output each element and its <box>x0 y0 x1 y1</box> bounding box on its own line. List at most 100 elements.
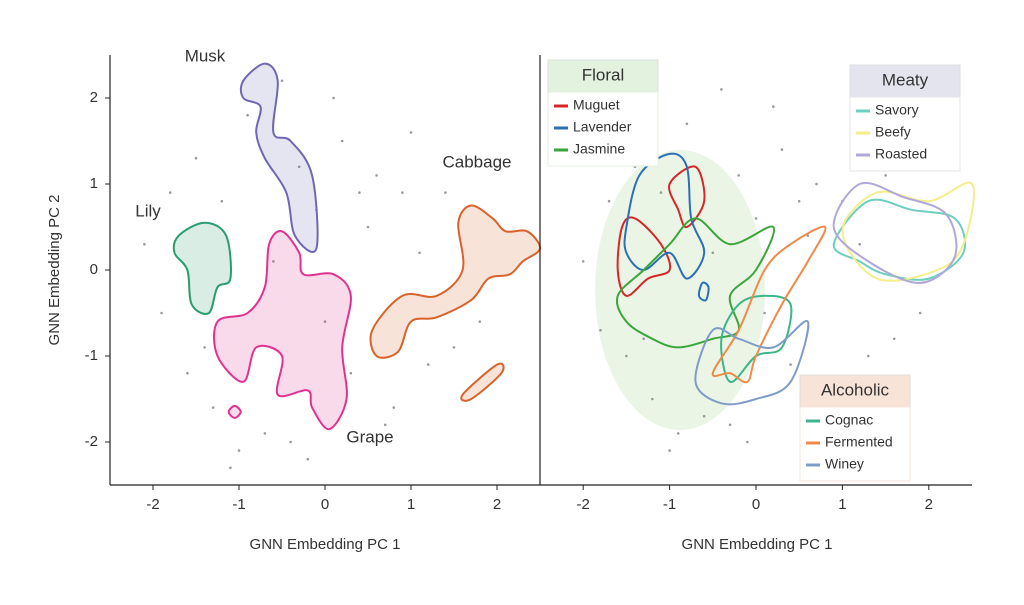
contour-region <box>213 230 352 431</box>
embedding-point <box>246 113 249 117</box>
embedding-point <box>220 199 224 203</box>
embedding-point <box>651 397 654 401</box>
embedding-point <box>418 251 421 255</box>
embedding-point <box>702 414 706 418</box>
embedding-point <box>858 242 861 246</box>
x-tick-label: 1 <box>407 496 415 513</box>
x-tick-label: -2 <box>146 496 159 513</box>
embedding-point <box>383 423 387 427</box>
embedding-point <box>581 260 585 263</box>
embedding-point <box>763 311 766 315</box>
embedding-point <box>815 182 818 186</box>
legend-title-bg <box>849 64 961 98</box>
embedding-point <box>780 148 784 151</box>
embedding-point <box>668 449 671 452</box>
embedding-point <box>358 191 361 194</box>
x-tick-label: 2 <box>493 496 501 513</box>
embedding-point <box>625 354 628 358</box>
plot-layer: -2 -1 0 1 2 -2 -1 0 1 2 Musk Lily Grape Cabbage -2 -1 0 1… <box>85 46 975 513</box>
embedding-point <box>797 199 801 203</box>
embedding-point <box>676 432 680 435</box>
embedding-point <box>160 311 163 315</box>
embedding-point <box>754 217 758 220</box>
x-tick-label: -1 <box>663 496 676 513</box>
y-tick-label: 2 <box>90 89 98 106</box>
embedding-point <box>323 320 327 323</box>
embedding-point <box>349 371 353 375</box>
y-tick-label: -1 <box>85 347 98 364</box>
embedding-point <box>599 328 602 332</box>
x-axis-label: GNN Embedding PC 1 <box>682 536 833 553</box>
x-tick-label: 2 <box>925 496 933 513</box>
embedding-point <box>642 337 645 341</box>
embedding-point <box>495 165 499 169</box>
embedding-point <box>737 174 741 177</box>
y-axis-label: GNN Embedding PC 2 <box>46 195 63 346</box>
legend: Meaty Savory Beefy Roasted <box>849 64 961 172</box>
legend-label: Jasmine <box>573 141 625 157</box>
embedding-point <box>332 96 335 100</box>
embedding-point <box>720 88 723 91</box>
legend-title-bg <box>799 374 911 408</box>
embedding-point <box>168 191 172 194</box>
embedding-point <box>203 346 206 349</box>
legend: Floral Muguet Lavender Jasmine <box>547 59 659 167</box>
embedding-point <box>789 363 792 366</box>
x-tick-label: 1 <box>838 496 846 513</box>
legend: Alcoholic Cognac Fermented Winey <box>799 374 911 482</box>
embedding-point <box>711 251 715 255</box>
embedding-point <box>444 191 447 194</box>
contour-region <box>239 62 319 253</box>
embedding-point <box>306 457 310 461</box>
x-tick-label: 0 <box>752 496 760 513</box>
legend-label: Winey <box>825 456 864 472</box>
y-tick-label: 1 <box>90 175 98 192</box>
legend-title: Floral <box>582 65 625 84</box>
embedding-point <box>728 423 732 427</box>
x-tick-label: -1 <box>232 496 245 513</box>
embedding-point <box>867 354 870 358</box>
embedding-point <box>771 105 775 108</box>
embedding-point <box>263 432 267 435</box>
contour-region <box>369 204 542 402</box>
contour-region <box>623 152 710 302</box>
embedding-point <box>211 406 215 409</box>
embedding-point <box>806 234 810 237</box>
embedding-point <box>685 122 689 126</box>
embedding-point <box>918 311 922 315</box>
embedding-point <box>375 174 378 177</box>
legend-label: Roasted <box>875 146 927 162</box>
embedding-point <box>229 466 232 470</box>
embedding-point <box>237 449 241 452</box>
embedding-point <box>186 371 189 375</box>
embedding-point <box>478 320 482 323</box>
region-label: Grape <box>346 427 393 446</box>
contour-region <box>616 217 776 349</box>
embedding-point <box>746 440 749 444</box>
x-tick-label: -2 <box>577 496 590 513</box>
legend-label: Beefy <box>875 124 911 140</box>
region-label: Musk <box>185 46 226 65</box>
legend-label: Savory <box>875 102 919 118</box>
embedding-point <box>659 191 663 194</box>
embedding-point <box>289 440 292 444</box>
embedding-point <box>452 346 456 349</box>
embedding-point <box>340 139 344 143</box>
contour-region <box>832 198 967 281</box>
contour-region <box>711 225 827 384</box>
embedding-point <box>143 242 146 246</box>
embedding-point <box>607 199 611 203</box>
contour-region <box>616 165 706 297</box>
embedding-point <box>297 165 301 169</box>
contour-region <box>694 319 810 406</box>
embedding-point <box>272 260 275 263</box>
legend-label: Muguet <box>573 97 620 113</box>
embedding-point <box>194 156 198 160</box>
embedding-point <box>280 79 284 83</box>
embedding-point <box>392 406 396 409</box>
legend-label: Lavender <box>573 119 632 135</box>
legend-title: Alcoholic <box>821 380 890 399</box>
region-label: Cabbage <box>442 152 511 171</box>
embedding-point <box>409 131 413 134</box>
